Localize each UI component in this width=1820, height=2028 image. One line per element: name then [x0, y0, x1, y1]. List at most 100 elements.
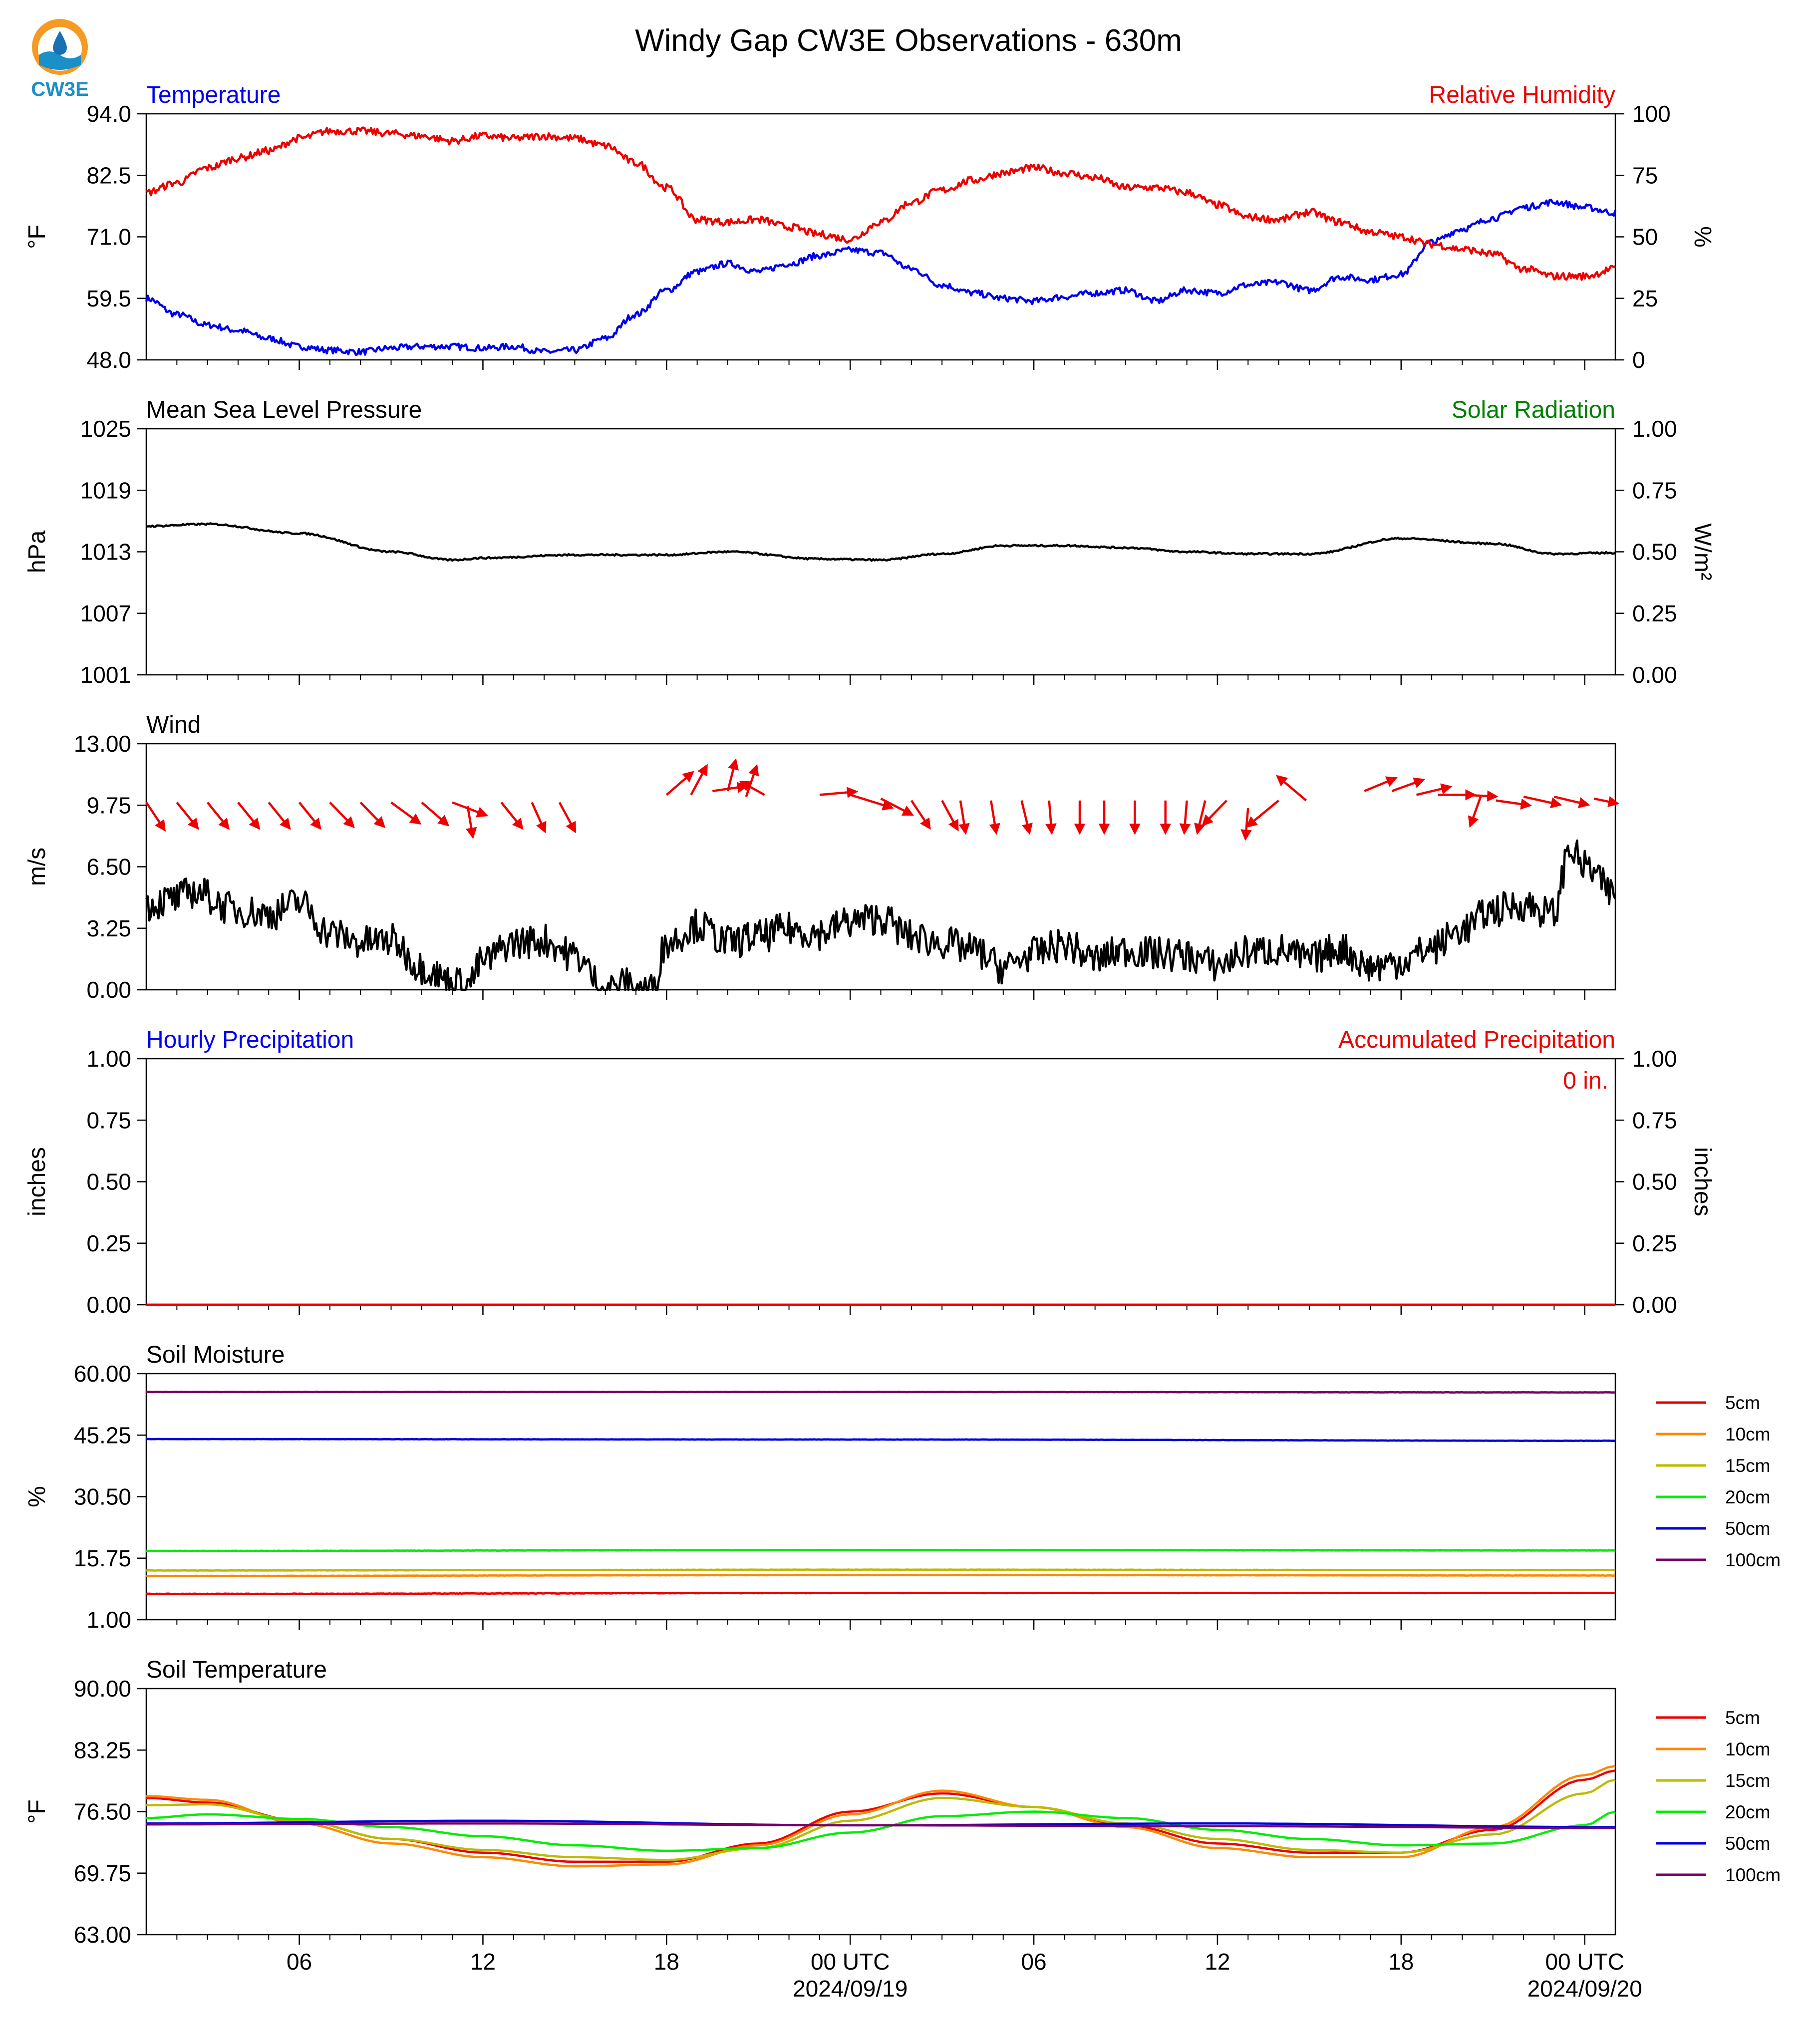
legend-label: 5cm	[1725, 1393, 1760, 1413]
y-tick-label-right: 0.50	[1632, 539, 1677, 565]
legend-label: 15cm	[1725, 1455, 1770, 1476]
series-line-temperature	[145, 199, 1617, 356]
panel-title-left: Hourly Precipitation	[146, 1027, 354, 1053]
legend-label: 5cm	[1725, 1708, 1760, 1728]
series-line-10cm	[146, 1574, 1616, 1577]
plot-frame	[145, 1373, 1616, 1621]
x-tick-label: 12	[1205, 1949, 1230, 1975]
y-tick-label-left: 15.75	[74, 1545, 131, 1571]
wind-vector-arrow	[819, 787, 859, 798]
legend: 5cm 10cm 15cm 20cm 50cm 100cm	[1656, 1708, 1781, 1885]
y-tick-label-right: 0.25	[1632, 1230, 1677, 1256]
precip-total-annotation: 0 in.	[1563, 1068, 1608, 1094]
legend-label: 100cm	[1725, 1865, 1781, 1885]
series-line-20cm	[146, 1810, 1616, 1852]
y-tick-label-left: 13.00	[74, 731, 131, 757]
y-tick-label-right: 0.00	[1632, 1292, 1677, 1318]
wind-vector-arrow	[1462, 790, 1499, 802]
wind-vector-arrow	[1364, 776, 1398, 792]
x-tick-label: 00 UTC	[1545, 1949, 1624, 1975]
wind-vector-arrow	[421, 801, 450, 827]
wind-vector-arrow	[850, 794, 894, 811]
wind-vector-arrow	[941, 800, 959, 832]
y-tick-label-left: 1007	[80, 600, 131, 626]
wind-vector-arrow	[390, 801, 422, 825]
wind-vector-arrow	[452, 801, 489, 818]
y-tick-label-left: 1025	[80, 416, 131, 442]
figure-title: Windy Gap CW3E Observations - 630m	[635, 23, 1182, 58]
y-tick-label-left: 0.50	[86, 1169, 131, 1195]
wind-vector-arrow	[268, 802, 291, 830]
x-tick-label: 18	[654, 1949, 679, 1975]
cw3e-logo: CW3E	[31, 19, 89, 100]
y-tick-label-left: 63.00	[74, 1922, 131, 1948]
wind-vector-arrow	[726, 758, 739, 792]
y-tick-label-right: 0.75	[1632, 1107, 1677, 1133]
series-line-10cm	[146, 1764, 1616, 1868]
wind-vector-arrow	[745, 764, 759, 797]
series-line-wind	[145, 839, 1617, 991]
y-tick-label-left: 60.00	[74, 1361, 131, 1387]
series-line-20cm	[146, 1548, 1616, 1552]
wind-vector-arrow	[1468, 796, 1482, 828]
y-tick-label-left: 30.50	[74, 1484, 131, 1510]
y-tick-label-left: 69.75	[74, 1860, 131, 1886]
wind-vector-arrow	[1553, 795, 1590, 809]
series-line-100cm	[146, 1391, 1616, 1394]
legend-label: 10cm	[1725, 1424, 1770, 1445]
y-axis-label-right: inches	[1689, 1147, 1716, 1216]
y-tick-label-right: 100	[1632, 101, 1671, 127]
panel-title-left: Temperature	[146, 82, 281, 108]
panel-title-left: Wind	[146, 712, 201, 738]
y-tick-label-right: 75	[1632, 162, 1658, 188]
wind-vector-arrow	[176, 802, 199, 830]
y-tick-label-left: 45.25	[74, 1422, 131, 1448]
panel-mean-sea-level-pressure: Mean Sea Level Pressure Solar Radiation 10…	[24, 397, 1716, 688]
y-tick-label-left: 1013	[80, 539, 131, 565]
wind-vector-arrow	[1194, 800, 1207, 835]
plot-frame	[145, 428, 1616, 676]
legend-label: 15cm	[1725, 1770, 1770, 1791]
panels: Temperature Relative Humidity 48.0 59.5 71.0…	[24, 82, 1781, 2002]
wind-vector-arrow	[1045, 800, 1057, 835]
series-line-15cm	[146, 1778, 1616, 1861]
panel-title-right: Solar Radiation	[1452, 397, 1615, 423]
legend-label: 50cm	[1725, 1833, 1770, 1854]
plot-frame	[145, 1058, 1616, 1306]
y-tick-label-left: 3.25	[86, 915, 131, 941]
panel-title-left: Mean Sea Level Pressure	[146, 397, 422, 423]
panel-title-left: Soil Moisture	[146, 1342, 285, 1368]
panel-temperature: Temperature Relative Humidity 48.0 59.5 71.0…	[24, 82, 1716, 373]
x-tick-label: 06	[287, 1949, 312, 1975]
wind-vector-arrow	[910, 800, 931, 830]
y-axis-label-right: W/m²	[1689, 523, 1716, 580]
y-axis-label-left: °F	[24, 225, 50, 249]
wind-vector-arrow	[1245, 800, 1279, 828]
legend-label: 50cm	[1725, 1518, 1770, 1539]
y-tick-label-left: 82.5	[86, 162, 131, 188]
panel-soil-moisture: Soil Moisture 1.00 15.75 30.50 45.25 60.00% 5c…	[24, 1342, 1781, 1633]
y-axis-label-left: hPa	[24, 530, 50, 573]
series-line-15cm	[146, 1568, 1616, 1572]
wind-vector-arrow	[531, 802, 547, 834]
y-tick-label-left: 59.5	[86, 286, 131, 311]
wind-vector-arrow	[1202, 800, 1227, 827]
y-tick-label-left: 1019	[80, 477, 131, 503]
y-tick-label-left: 1.00	[86, 1607, 131, 1633]
wind-vector-arrow	[145, 802, 166, 832]
wind-vector-arrow	[237, 802, 261, 830]
panel-title-right: Relative Humidity	[1429, 82, 1615, 108]
wind-vector-arrow	[500, 802, 524, 830]
y-tick-label-left: 48.0	[86, 347, 131, 373]
plot-frame	[145, 1688, 1616, 1936]
series-line-50cm	[146, 1438, 1616, 1443]
series-line-5cm	[146, 1591, 1616, 1595]
y-tick-label-left: 1001	[80, 662, 131, 688]
legend-label: 10cm	[1725, 1739, 1770, 1759]
y-axis-label-left: %	[24, 1486, 50, 1507]
y-tick-label-left: 0.00	[86, 977, 131, 1003]
x-tick-label: 00 UTC	[811, 1949, 890, 1975]
y-tick-label-right: 0.25	[1632, 600, 1677, 626]
logo-text: CW3E	[31, 78, 89, 100]
